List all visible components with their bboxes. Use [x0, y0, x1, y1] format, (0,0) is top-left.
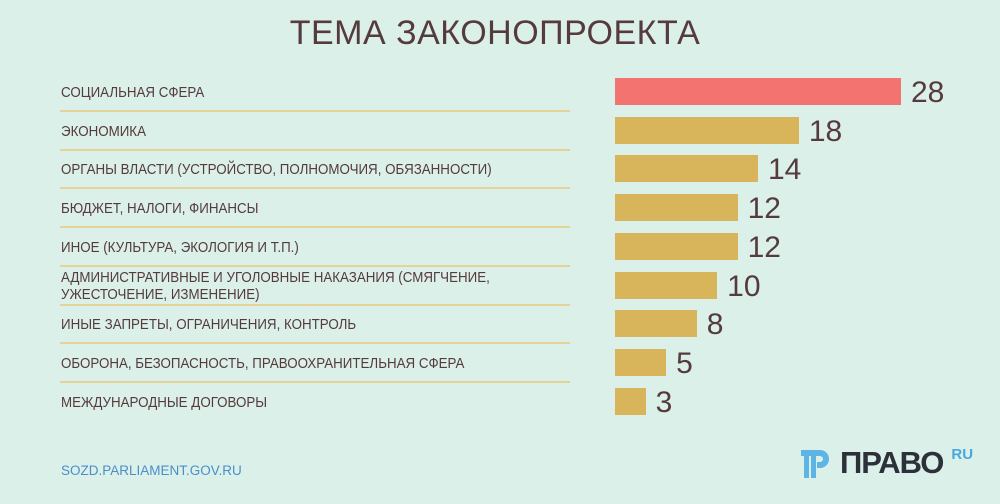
bar	[615, 271, 718, 299]
category-label: ЭКОНОМИКА	[61, 123, 146, 140]
value-label: 28	[911, 76, 945, 109]
value-label: 14	[768, 153, 802, 187]
bar	[615, 387, 646, 415]
value-label: 10	[727, 269, 761, 303]
bar	[615, 78, 901, 105]
category-label: ОРГАНЫ ВЛАСТИ (УСТРОЙСТВО, ПОЛНОМОЧИЯ, О…	[61, 162, 492, 179]
category-label: БЮДЖЕТ, НАЛОГИ, ФИНАНСЫ	[61, 201, 259, 218]
value-label: 18	[808, 114, 843, 148]
bar	[615, 194, 738, 222]
value-label: 8	[706, 308, 724, 342]
row-separator	[60, 264, 570, 267]
bar	[615, 310, 697, 338]
value-label: 12	[747, 192, 781, 226]
category-label: ИНЫЕ ЗАПРЕТЫ, ОГРАНИЧЕНИЯ, КОНТРОЛЬ	[61, 317, 357, 334]
pravo-logo: ПРАВО RU	[800, 446, 973, 480]
bar	[615, 232, 738, 260]
logo-text: ПРАВО	[840, 445, 944, 480]
pravo-logo-icon	[801, 450, 829, 478]
category-label: ИНОЕ (КУЛЬТУРА, ЭКОЛОГИЯ И Т.П.)	[61, 239, 299, 256]
logo-suffix: RU	[951, 446, 974, 463]
bar	[615, 348, 667, 376]
bar	[615, 155, 758, 183]
bar	[615, 116, 799, 144]
row-separator	[60, 226, 570, 229]
source-link[interactable]: SOZD.PARLIAMENT.GOV.RU	[61, 463, 242, 478]
category-label: АДМИНИСТРАТИВНЫЕ И УГОЛОВНЫЕ НАКАЗАНИЯ (…	[61, 270, 490, 303]
value-label: 5	[676, 346, 693, 380]
row-separator	[60, 110, 570, 112]
chart-title: ТЕМА ЗАКОНОПРОЕКТА	[289, 14, 701, 52]
category-label: МЕЖДУНАРОДНЫЕ ДОГОВОРЫ	[61, 394, 268, 411]
value-label: 12	[747, 230, 781, 264]
row-separator	[60, 187, 570, 190]
row-separator	[60, 342, 570, 345]
value-label: 3	[655, 385, 673, 419]
category-label: ОБОРОНА, БЕЗОПАСНОСТЬ, ПРАВООХРАНИТЕЛЬНА…	[61, 355, 465, 372]
row-separator	[60, 148, 570, 151]
row-separator	[60, 380, 570, 383]
row-separator	[60, 303, 570, 306]
category-label: СОЦИАЛЬНАЯ СФЕРА	[61, 85, 205, 101]
